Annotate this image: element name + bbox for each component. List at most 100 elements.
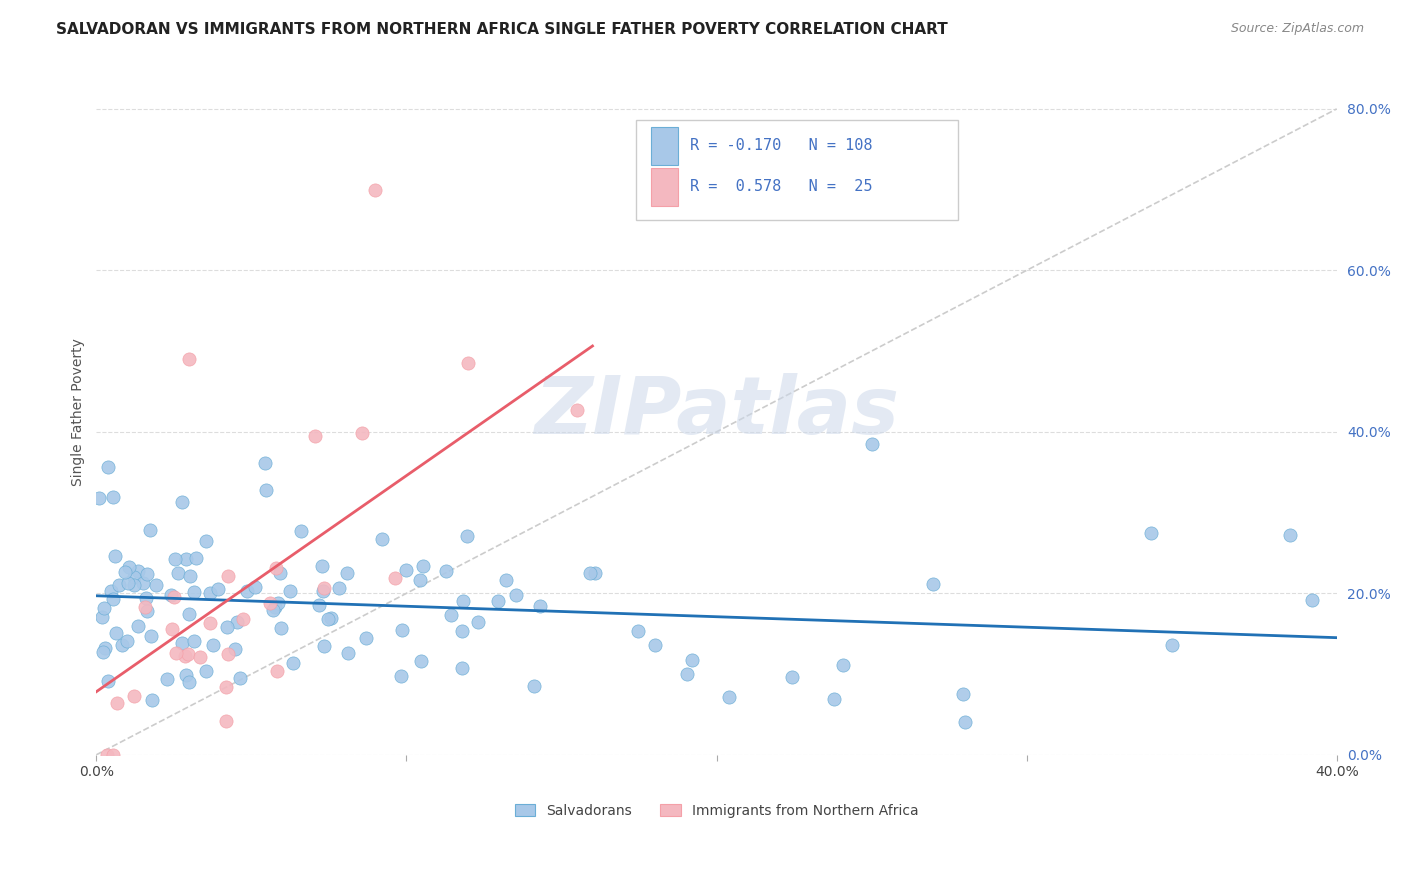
Point: [952, 687, 974, 701]
Point: [96, 747, 118, 762]
Point: [440, 608, 463, 623]
Point: [97, 460, 120, 475]
Point: [269, 566, 291, 581]
Point: [163, 552, 186, 566]
Point: [122, 689, 145, 703]
Point: [117, 576, 139, 591]
Point: [565, 403, 588, 417]
Point: [100, 584, 122, 599]
Point: [578, 566, 600, 581]
Point: [177, 675, 200, 690]
Point: [97, 673, 120, 688]
Point: [1139, 525, 1161, 540]
Point: [141, 692, 163, 706]
Point: [336, 566, 359, 580]
Point: [198, 586, 221, 600]
Point: [364, 183, 387, 197]
Point: [304, 429, 326, 443]
Point: [127, 619, 149, 633]
Point: [136, 566, 159, 581]
Point: [311, 559, 333, 574]
Point: [104, 625, 127, 640]
Point: [451, 661, 474, 675]
Point: [412, 559, 434, 574]
Point: [101, 747, 124, 762]
Point: [111, 638, 134, 652]
Point: [681, 652, 703, 666]
Point: [389, 669, 412, 683]
Point: [409, 654, 432, 668]
Point: [264, 600, 287, 615]
Point: [232, 612, 254, 626]
Point: [371, 532, 394, 546]
Point: [243, 580, 266, 594]
Text: R =  0.578   N =  25: R = 0.578 N = 25: [690, 179, 873, 194]
Point: [201, 638, 224, 652]
Point: [627, 624, 650, 638]
Point: [453, 594, 475, 608]
Point: [921, 576, 943, 591]
Point: [173, 649, 195, 664]
Text: ZIPatlas: ZIPatlas: [534, 373, 898, 450]
Point: [270, 621, 292, 635]
Point: [127, 564, 149, 578]
Point: [159, 588, 181, 602]
Point: [170, 636, 193, 650]
Point: [132, 575, 155, 590]
Point: [860, 437, 883, 451]
Point: [254, 483, 277, 498]
Point: [308, 599, 330, 613]
Point: [89, 491, 111, 505]
Y-axis label: Single Father Poverty: Single Father Poverty: [72, 338, 86, 485]
Point: [644, 638, 666, 652]
Point: [676, 667, 699, 681]
Point: [224, 641, 246, 656]
Point: [90, 609, 112, 624]
Point: [780, 670, 803, 684]
Point: [523, 679, 546, 693]
Point: [170, 494, 193, 508]
Point: [281, 656, 304, 670]
Point: [717, 690, 740, 704]
Point: [215, 680, 238, 694]
Point: [457, 356, 479, 370]
Point: [183, 633, 205, 648]
Point: [104, 549, 127, 563]
Point: [101, 591, 124, 606]
Point: [505, 588, 527, 602]
Point: [262, 602, 284, 616]
Point: [156, 673, 179, 687]
Point: [108, 578, 131, 592]
Point: [350, 425, 373, 440]
FancyBboxPatch shape: [636, 120, 959, 219]
Point: [225, 615, 247, 629]
Point: [264, 561, 287, 575]
Point: [321, 610, 343, 624]
Point: [200, 615, 222, 630]
Point: [93, 601, 115, 615]
Point: [354, 631, 377, 645]
Point: [1279, 528, 1302, 542]
Point: [955, 715, 977, 730]
Point: [266, 664, 288, 678]
Point: [183, 584, 205, 599]
Point: [312, 584, 335, 599]
Text: R = -0.170   N = 108: R = -0.170 N = 108: [690, 138, 873, 153]
Point: [160, 622, 183, 636]
Point: [267, 596, 290, 610]
Point: [188, 650, 211, 665]
Point: [290, 524, 312, 538]
Point: [823, 692, 845, 706]
Point: [495, 573, 517, 587]
Point: [122, 569, 145, 583]
Point: [165, 646, 187, 660]
Point: [115, 633, 138, 648]
Point: [217, 620, 239, 634]
Point: [384, 571, 406, 585]
Point: [101, 490, 124, 504]
Point: [583, 566, 606, 581]
Point: [176, 552, 198, 566]
Point: [1301, 592, 1323, 607]
Point: [217, 647, 239, 661]
Bar: [651, 127, 678, 165]
